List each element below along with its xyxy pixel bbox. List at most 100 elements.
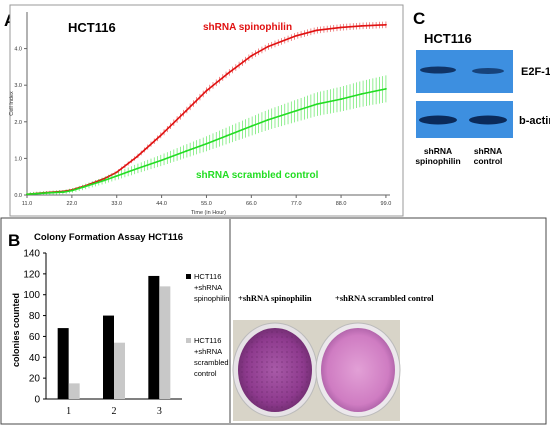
bar-spinophilin-2 [103,315,114,399]
legend-label-line: +shRNA [194,283,222,292]
bar-y-tick-label: 80 [29,311,41,322]
line-point [250,125,253,128]
line-x-tick-label: 22.0 [67,201,78,207]
legend-label-line: spinophilin [194,294,229,303]
line-point [315,29,318,32]
legend-label-line: HCT116 [194,272,221,281]
line-point [70,189,73,192]
row-label-b-actin: b-actin [519,115,550,127]
legend-swatch-1 [186,338,191,343]
line-x-tick-label: 77.0 [291,201,302,207]
line-point [205,89,208,92]
plate-right [321,328,395,412]
lane-label-1-line2: spinophilin [415,156,460,166]
panel-a: A 11.022.033.044.055.066.077.088.099.00.… [4,4,404,217]
line-point [136,167,139,170]
bar-spinophilin-1 [57,328,69,399]
panel-a-frame [9,4,404,217]
line-y-tick-label: 1.0 [14,156,22,162]
panel-c-cell-line: HCT116 [424,31,472,46]
panel-c-letter: C [413,9,425,28]
bar-scrambled-1 [68,383,80,399]
band-e2f1-lane2 [472,68,504,74]
line-point [340,98,342,101]
lane-label-2-line1: shRNA [474,146,502,156]
legend-label-line: scrambled [194,358,229,367]
row-label-e2f1: E2F-1 [521,66,550,78]
line-point [62,191,65,193]
line-y-tick-label: 2.0 [14,120,22,126]
line-x-tick-label: 55.0 [201,201,212,207]
line-point [295,34,298,37]
legend-swatch-0 [186,274,191,279]
line-point [185,150,187,152]
bar-y-tick-label: 60 [29,332,41,343]
photo-label-left: +shRNA spinophilin [238,293,312,303]
line-point [315,103,318,106]
bar-spinophilin-3 [148,275,160,399]
legend-label-line: control [194,369,217,378]
line-x-tick-label: 88.0 [336,201,347,207]
panel-b-letter: B [8,231,20,250]
band-e2f1-lane1 [420,66,456,74]
bar-x-tick-label: 2 [112,406,117,417]
line-point [185,109,187,112]
line-point [160,159,163,162]
bar-x-tick-label: 3 [157,406,162,417]
line-point [115,175,118,177]
line-y-axis-label: Cell Index [9,91,15,116]
line-chart-series [26,21,387,196]
line-chart-axes: 11.0 22.0 33.0 44.0 55.0 66.0 77.0 88.0 99.0 0.0 1… [9,12,391,216]
bar-x-tick-label: 1 [66,406,71,417]
legend-label-line: HCT116 [194,336,221,345]
line-point [115,171,118,174]
band-b-actin-lane1 [419,115,457,125]
panel-c: C HCT116 E2F-1 b-actin shRNA spinophilin… [413,9,550,166]
line-point [42,192,45,195]
line-point [160,133,163,136]
line-point [225,73,228,76]
line-point [360,93,363,95]
line-point [225,134,228,137]
bar-y-tick-label: 20 [29,374,41,385]
bar-chart-legend: HCT116 +shRNA spinophilin HCT116 +shRNA scram… [186,272,229,378]
lane-label-2-line2: control [474,156,503,166]
line-point [385,23,387,26]
bar-chart-bars [57,275,171,399]
bar-chart-title: Colony Formation Assay HCT116 [34,232,183,243]
line-point [385,87,387,90]
line-point [360,25,363,27]
line-x-tick-label: 11.0 [22,201,32,207]
legend-label-line: +shRNA [194,347,222,356]
panel-b: B Colony Formation Assay HCT116 colonies… [0,217,547,425]
bar-scrambled-2 [114,342,125,399]
line-y-tick-label: 4.0 [14,47,22,53]
line-x-tick-label: 66.0 [246,201,257,207]
line-point [136,155,139,158]
bar-chart-ylabel: colonies counted [11,293,21,367]
label-shrna-scrambled-control: shRNA scrambled control [196,170,319,181]
band-b-actin-lane2 [469,115,507,125]
line-point [295,109,298,112]
photo-label-right: +shRNA scrambled control [335,293,434,303]
line-y-tick-label: 3.0 [14,83,22,89]
line-point [250,55,253,57]
line-x-tick-label: 33.0 [111,201,122,207]
line-y-tick-label: 0.0 [14,193,22,199]
line-x-tick-label: 99.0 [381,201,392,207]
bar-y-tick-label: 120 [23,269,40,280]
panel-a-cell-line: HCT116 [68,20,116,35]
bar-y-tick-label: 140 [23,249,40,260]
line-x-tick-label: 44.0 [156,201,167,207]
bar-y-tick-label: 0 [34,395,40,406]
bar-y-tick-label: 100 [23,290,40,301]
colony-plate-photo [232,320,401,421]
bar-y-tick-label: 40 [29,353,41,364]
plate-left-colonies [241,331,309,409]
line-point [266,119,269,121]
line-point [103,177,106,180]
label-shrna-spinophilin: shRNA spinophilin [203,22,292,33]
lane-label-1-line1: shRNA [424,146,452,156]
line-point [266,45,269,48]
